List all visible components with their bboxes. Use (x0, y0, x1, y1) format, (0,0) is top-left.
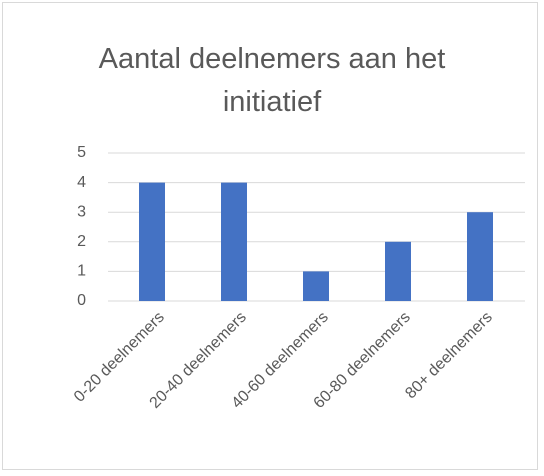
y-tick-label: 4 (77, 174, 86, 191)
bar (139, 182, 165, 301)
y-tick-label: 0 (77, 292, 86, 309)
bar (467, 212, 493, 301)
x-tick-label: 0-20 deelnemers (71, 309, 168, 406)
y-tick-label: 1 (77, 263, 86, 280)
bar (221, 182, 247, 301)
bar (303, 271, 329, 301)
chart-frame (2, 2, 538, 470)
x-tick-label: 80+ deelnemers (402, 309, 495, 402)
y-tick-label: 5 (77, 144, 86, 161)
y-tick-label: 3 (77, 203, 86, 220)
y-tick-label: 2 (77, 233, 86, 250)
bar (385, 241, 411, 301)
chart-title: Aantal deelnemers aan het initiatief (98, 43, 446, 118)
